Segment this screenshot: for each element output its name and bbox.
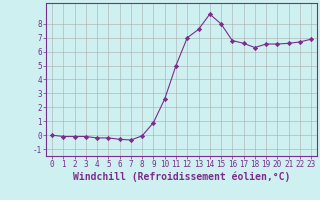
- X-axis label: Windchill (Refroidissement éolien,°C): Windchill (Refroidissement éolien,°C): [73, 172, 290, 182]
